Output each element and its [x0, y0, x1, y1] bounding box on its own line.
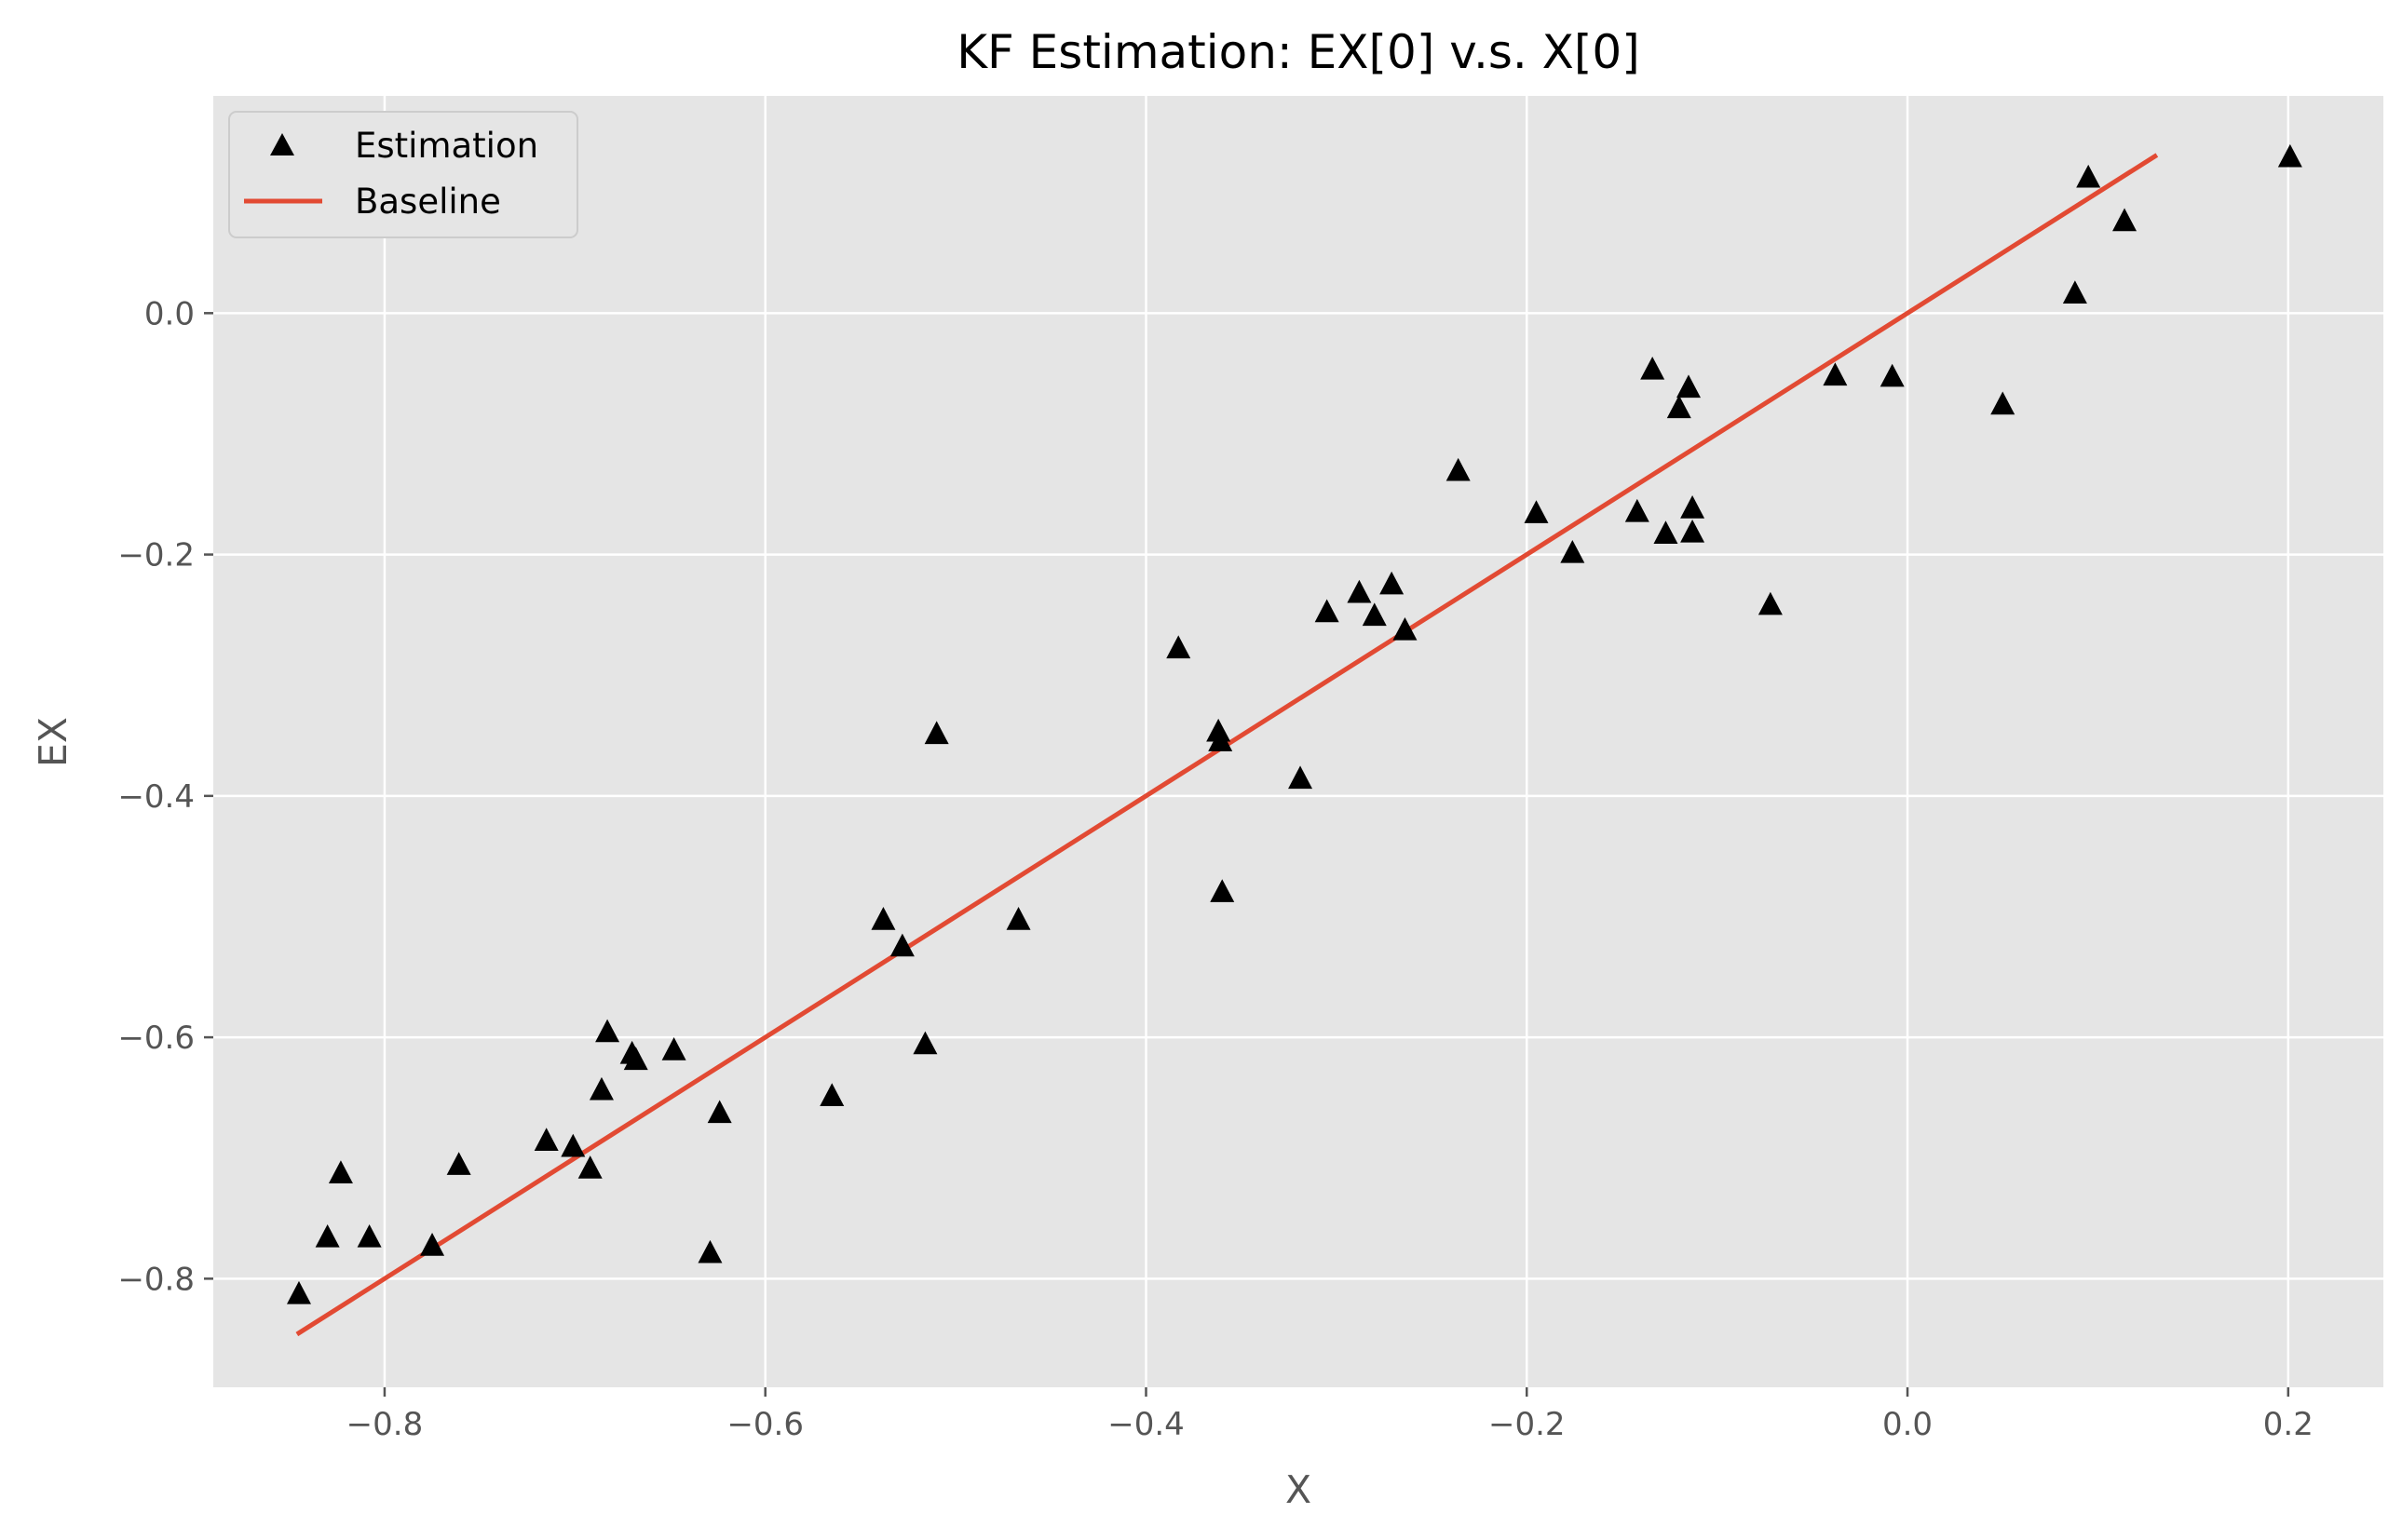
x-tick-label: 0.2: [2263, 1406, 2314, 1443]
y-tick-label: 0.0: [144, 295, 195, 332]
x-tick-label: −0.4: [1107, 1406, 1185, 1443]
estimation-point: [1823, 362, 1848, 386]
estimation-point: [1990, 391, 2015, 415]
estimation-point: [1210, 879, 1235, 902]
x-axis-ticks: −0.8 −0.6 −0.4 −0.2 0.0 0.2: [346, 1387, 2314, 1443]
estimation-point: [1006, 907, 1031, 930]
y-axis-label: EX: [31, 717, 75, 767]
x-tick-label: −0.8: [346, 1406, 424, 1443]
estimation-point: [420, 1233, 445, 1256]
estimation-point: [561, 1133, 586, 1157]
estimation-point: [913, 1031, 938, 1055]
estimation-point: [1653, 520, 1678, 544]
estimation-point: [1676, 374, 1701, 399]
estimation-point: [534, 1128, 559, 1151]
x-tick-label: −0.2: [1488, 1406, 1566, 1443]
legend-box: [228, 111, 578, 238]
estimation-point: [1560, 539, 1585, 563]
legend: Estimation Baseline: [228, 111, 578, 238]
estimation-point: [1524, 500, 1549, 523]
estimation-point: [1666, 395, 1691, 419]
estimation-point: [707, 1100, 732, 1124]
estimation-point: [1208, 728, 1233, 751]
estimation-point: [1680, 495, 1705, 519]
estimation-point: [1880, 363, 1905, 387]
estimation-point: [2112, 208, 2137, 232]
y-tick-label: −0.8: [117, 1261, 195, 1298]
plot-marks: [286, 143, 2302, 1337]
y-tick-label: −0.4: [117, 778, 195, 816]
y-axis-ticks: −0.8 −0.6 −0.4 −0.2 0.0: [117, 295, 213, 1298]
estimation-point: [889, 933, 915, 957]
chart-title: KF Estimation: EX[0] v.s. X[0]: [957, 25, 1640, 79]
x-tick-label: −0.6: [726, 1406, 804, 1443]
x-axis-label: X: [1285, 1467, 1311, 1512]
estimation-point: [286, 1280, 311, 1304]
estimation-point: [698, 1239, 723, 1263]
plot-area: [213, 96, 2383, 1387]
grid-lines: [213, 96, 2383, 1387]
estimation-point: [1392, 616, 1418, 641]
estimation-point: [820, 1083, 845, 1107]
estimation-point: [1288, 765, 1313, 790]
estimation-point: [577, 1155, 603, 1179]
estimation-point: [2062, 280, 2087, 304]
estimation-point: [1379, 571, 1405, 595]
estimation-point: [623, 1047, 648, 1071]
x-tick-label: 0.0: [1882, 1406, 1933, 1443]
estimation-point: [1624, 498, 1649, 522]
legend-label-estimation: Estimation: [355, 126, 538, 166]
estimation-point: [315, 1223, 340, 1248]
estimation-point: [661, 1037, 686, 1060]
estimation-point: [1206, 718, 1231, 742]
estimation-point: [595, 1019, 620, 1043]
legend-triangle-icon: [270, 133, 294, 155]
estimation-point: [1445, 457, 1471, 481]
estimation-point: [2277, 143, 2302, 168]
legend-label-baseline: Baseline: [355, 182, 501, 222]
estimation-point: [1640, 356, 1665, 380]
estimation-point: [1314, 599, 1339, 623]
estimation-point: [589, 1076, 614, 1101]
estimation-point: [1166, 635, 1191, 659]
estimation-point: [328, 1160, 353, 1183]
estimation-point: [357, 1223, 382, 1248]
estimation-point: [2076, 164, 2101, 188]
estimation-point: [1362, 602, 1387, 627]
y-tick-label: −0.2: [117, 537, 195, 574]
estimation-point: [924, 721, 949, 745]
estimation-point: [1680, 519, 1705, 543]
estimation-point: [1757, 591, 1783, 615]
estimation-point: [446, 1152, 471, 1175]
y-tick-label: −0.6: [117, 1020, 195, 1057]
estimation-point: [1347, 579, 1372, 603]
estimation-point: [871, 907, 896, 930]
